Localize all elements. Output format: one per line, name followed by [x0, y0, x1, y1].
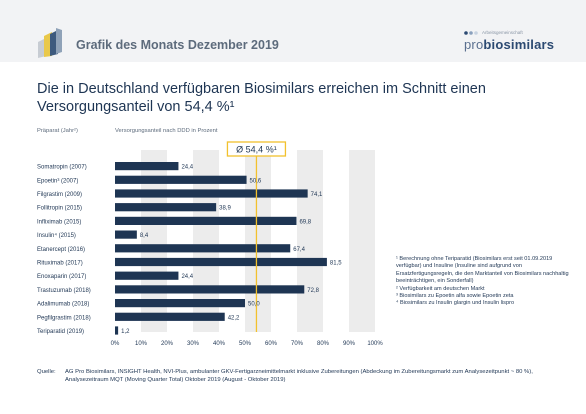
category-label: Filgrastim (2009) [37, 192, 82, 198]
bar [115, 162, 179, 171]
brand-name: probiosimilars [464, 37, 554, 52]
value-label: 42,2 [228, 315, 240, 321]
brand-logo: Arbeitsgemeinschaft probiosimilars [464, 30, 574, 56]
bar [115, 203, 217, 212]
labels: Präparat (Jahr²) Versorgungsanteil nach D… [37, 128, 383, 347]
x-tick-label: 100% [367, 341, 383, 347]
footnote-3: ³ Biosimilars zu Epoetin alfa sowie Epoe… [396, 293, 514, 300]
x-tick-label: 40% [213, 341, 226, 347]
category-header: Präparat (Jahr²) [37, 128, 78, 134]
category-label: Rituximab (2017) [37, 261, 83, 267]
category-label: Trastuzumab (2018) [37, 288, 91, 294]
brand-tagline: Arbeitsgemeinschaft [482, 30, 523, 35]
grid-band [245, 150, 271, 332]
bar [115, 175, 247, 184]
x-tick-label: 90% [343, 341, 356, 347]
category-label: Epoetin³ (2007) [37, 178, 78, 184]
page-header: Grafik des Monats Dezember 2019 Arbeitsg… [0, 0, 586, 62]
category-label: Adalimumab (2018) [37, 302, 89, 308]
x-tick-label: 50% [239, 341, 252, 347]
value-label: 69,8 [299, 219, 311, 225]
value-label: 74,1 [311, 192, 323, 198]
x-tick-label: 80% [317, 341, 330, 347]
bar [115, 244, 291, 253]
x-tick-label: 70% [291, 341, 304, 347]
average-label: Ø 54,4 %¹ [236, 145, 277, 155]
average-box [226, 141, 287, 157]
bar [115, 326, 119, 335]
bar [115, 285, 305, 294]
value-label: 8,4 [140, 233, 149, 239]
bar [115, 216, 297, 225]
x-tick-label: 0% [111, 341, 120, 347]
footnote-4: ⁴ Biosimilars zu Insulin glargin und Ins… [396, 300, 515, 307]
brand-pro: pro [464, 37, 484, 52]
category-label: Infliximab (2015) [37, 219, 81, 225]
grid-band [297, 150, 323, 332]
value-label: 72,8 [307, 288, 319, 294]
category-label: Somatropin (2007) [37, 165, 87, 171]
brand-main: biosimilars [483, 37, 555, 52]
header-title: Grafik des Monats Dezember 2019 [76, 38, 279, 52]
category-label: Pegfilgrastim (2018) [37, 315, 91, 321]
category-label: Enoxaparin (2017) [37, 274, 86, 280]
footnotes: ¹ Berechnung ohne Teriparatid (Biosimila… [396, 256, 576, 308]
bar [115, 299, 245, 308]
x-tick-label: 30% [187, 341, 200, 347]
category-label: Insulin⁴ (2015) [37, 232, 76, 239]
category-label: Teriparatid (2019) [37, 329, 84, 335]
value-label: 24,4 [181, 165, 193, 171]
value-label: 38,9 [219, 206, 231, 212]
value-label: 81,5 [330, 261, 342, 267]
bars [115, 150, 327, 335]
source-label: Quelle: [37, 369, 56, 375]
footnote-2: ² Verfügbarkeit am deutschen Markt [396, 285, 485, 292]
bar-chart: Präparat (Jahr²) Versorgungsanteil nach D… [37, 128, 383, 347]
bar-chart-logo-icon [38, 28, 62, 58]
bar [115, 230, 137, 239]
category-label: Follitropin (2015) [37, 206, 82, 212]
brand-dots-icon [464, 31, 478, 35]
value-label: 50,0 [248, 302, 260, 308]
source-text: AG Pro Biosimilars, INSIGHT Health, NVI-… [65, 369, 533, 383]
x-tick-label: 10% [135, 341, 148, 347]
value-header: Versorgungsanteil nach DDD in Prozent [115, 128, 218, 134]
x-tick-label: 60% [265, 341, 278, 347]
value-label: 1,2 [121, 329, 130, 335]
category-label: Etanercept (2016) [37, 247, 85, 253]
x-tick-label: 20% [161, 341, 174, 347]
value-label: 50,6 [250, 178, 262, 184]
grid-band [349, 150, 375, 332]
value-label: 24,4 [181, 274, 193, 280]
bar [115, 257, 327, 267]
bar [115, 312, 225, 321]
chart-headline: Die in Deutschland verfügbaren Biosimila… [37, 81, 486, 115]
footnote-1: ¹ Berechnung ohne Teriparatid (Biosimila… [396, 256, 569, 285]
bar [115, 189, 308, 198]
value-label: 67,4 [293, 247, 305, 253]
bar [115, 271, 179, 280]
